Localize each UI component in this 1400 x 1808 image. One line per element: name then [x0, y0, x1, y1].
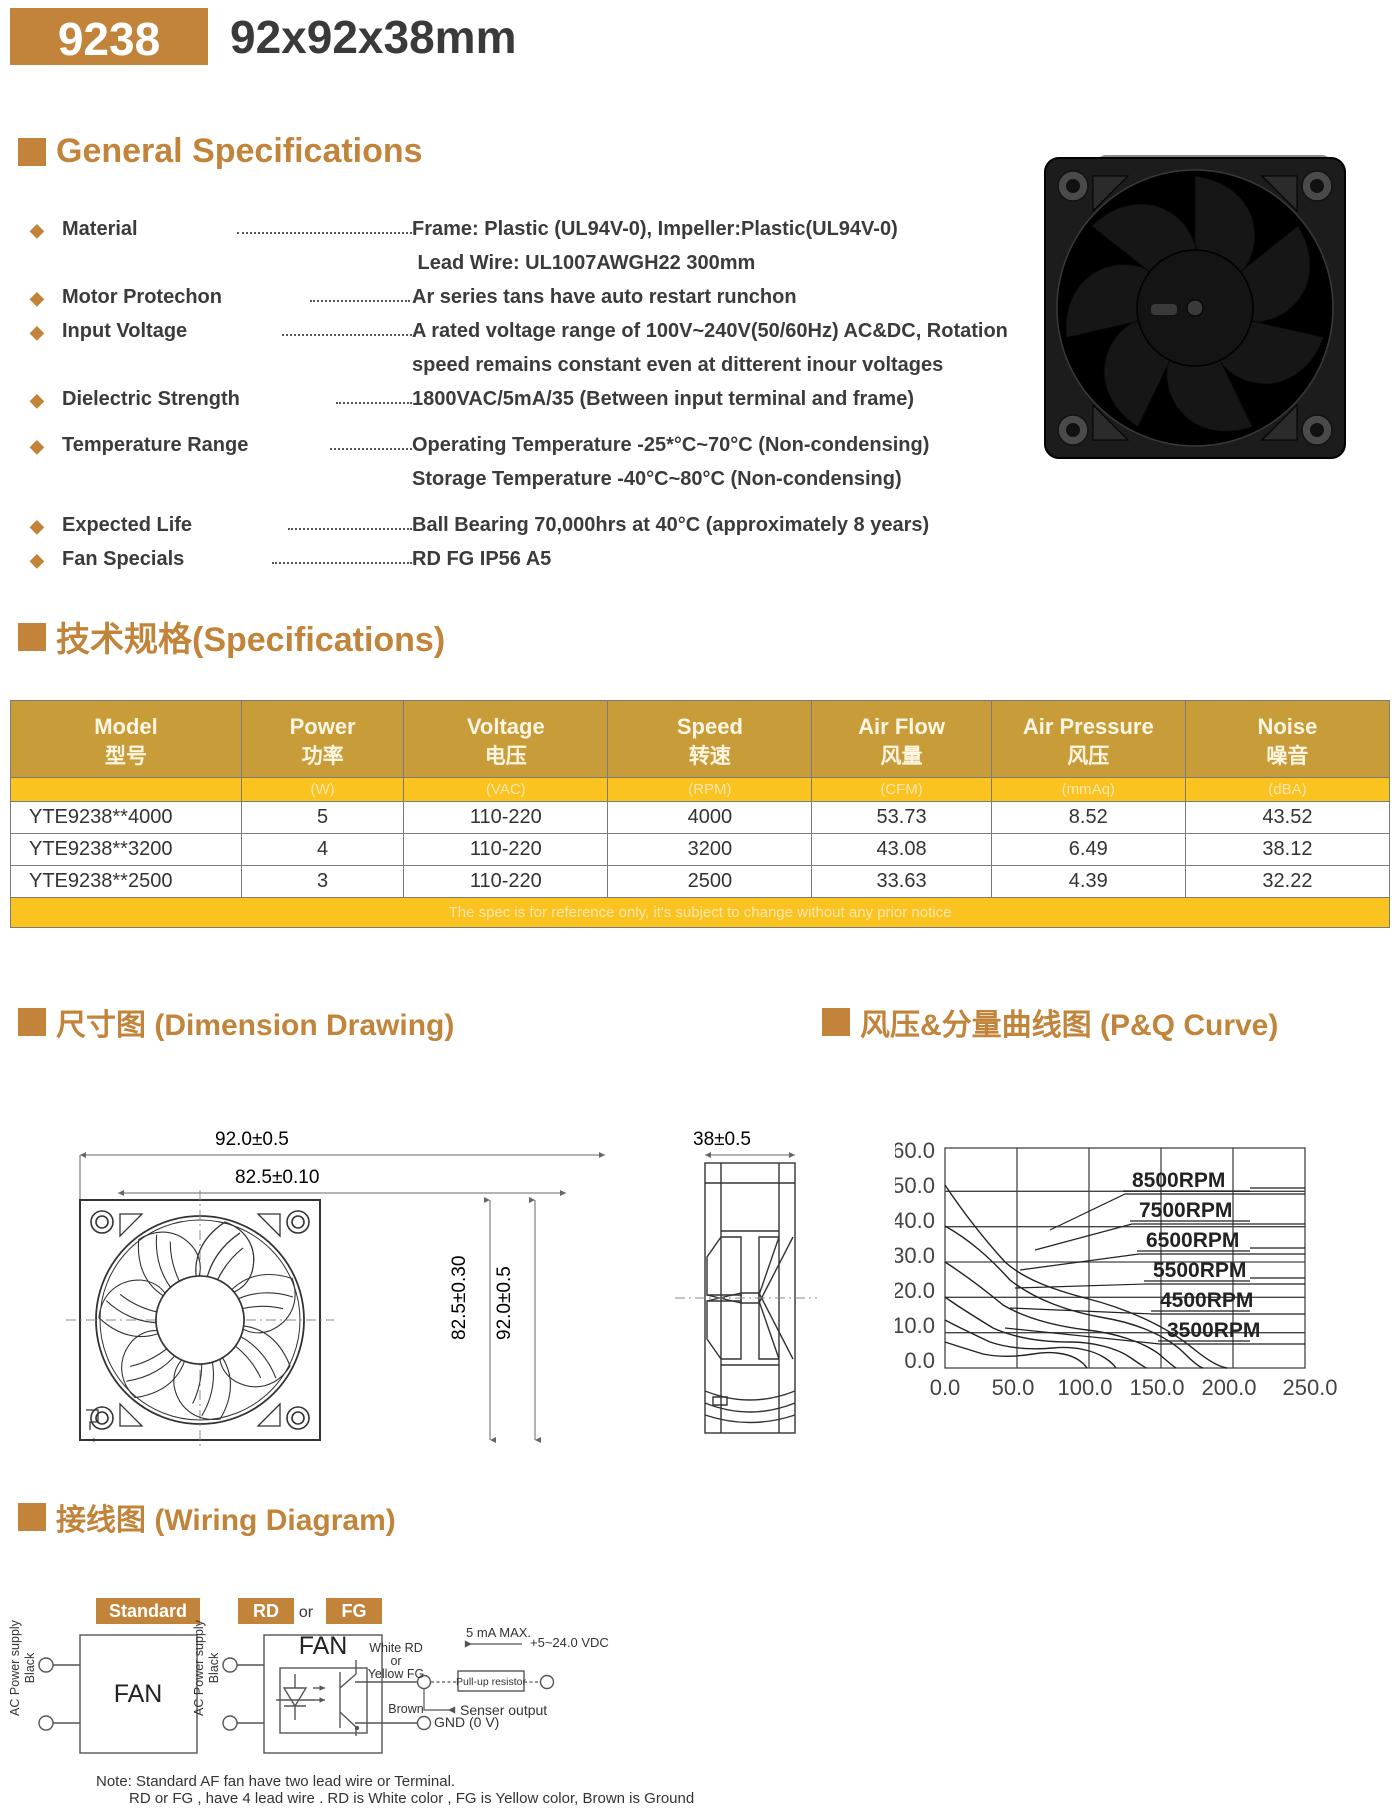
svg-text:FAN: FAN: [299, 1632, 348, 1660]
svg-text:Black: Black: [207, 1652, 221, 1683]
svg-text:82.5±0.10: 82.5±0.10: [235, 1167, 319, 1188]
svg-text:0.0: 0.0: [904, 1348, 935, 1373]
svg-text:White RD: White RD: [369, 1641, 422, 1655]
svg-text:AC Power supply: AC Power supply: [8, 1619, 22, 1716]
svg-text:150.0: 150.0: [1129, 1375, 1184, 1400]
svg-text:Brown: Brown: [388, 1702, 423, 1716]
svg-text:AC Power supply: AC Power supply: [192, 1619, 206, 1716]
svg-text:Standard: Standard: [109, 1601, 187, 1621]
svg-text:7500RPM: 7500RPM: [1139, 1199, 1232, 1222]
svg-text:GND (0 V): GND (0 V): [434, 1714, 499, 1730]
svg-text:or: or: [390, 1654, 401, 1668]
svg-text:8500RPM: 8500RPM: [1132, 1169, 1225, 1192]
svg-text:5 mA MAX.: 5 mA MAX.: [466, 1625, 531, 1640]
svg-text:92.0±0.5: 92.0±0.5: [215, 1129, 289, 1150]
svg-text:6500RPM: 6500RPM: [1146, 1229, 1239, 1252]
svg-text:200.0: 200.0: [1201, 1375, 1256, 1400]
svg-text:Black: Black: [23, 1652, 37, 1683]
svg-text:50.0: 50.0: [895, 1173, 935, 1198]
svg-text:FG: FG: [342, 1601, 367, 1621]
svg-text:92.0±0.5: 92.0±0.5: [494, 1266, 515, 1340]
svg-text:5500RPM: 5500RPM: [1153, 1259, 1246, 1282]
svg-text:FAN: FAN: [114, 1680, 163, 1708]
svg-text:60.0: 60.0: [895, 1140, 935, 1163]
svg-text:40.0: 40.0: [895, 1208, 935, 1233]
svg-text:3500RPM: 3500RPM: [1167, 1319, 1260, 1342]
svg-text:30.0: 30.0: [895, 1243, 935, 1268]
svg-text:RD: RD: [253, 1601, 279, 1621]
svg-text:10.0: 10.0: [895, 1313, 935, 1338]
svg-text:Yellow FG: Yellow FG: [368, 1667, 425, 1681]
svg-text:RD or FG , have 4 lead wire .: RD or FG , have 4 lead wire . RD is Whit…: [129, 1790, 694, 1807]
svg-text:Note: Standard AF fan have two: Note: Standard AF fan have two lead wire…: [96, 1773, 455, 1790]
svg-text:20.0: 20.0: [895, 1278, 935, 1303]
svg-text:or: or: [299, 1604, 314, 1621]
svg-text:100.0: 100.0: [1057, 1375, 1112, 1400]
svg-text:82.5±0.30: 82.5±0.30: [449, 1256, 470, 1340]
svg-text:Pull-up resistor: Pull-up resistor: [456, 1676, 527, 1688]
svg-text:38±0.5: 38±0.5: [693, 1129, 751, 1150]
svg-text:250.0: 250.0: [1282, 1375, 1337, 1400]
svg-text:50.0: 50.0: [992, 1375, 1035, 1400]
svg-text:+5~24.0 VDC: +5~24.0 VDC: [530, 1635, 609, 1650]
svg-text:4500RPM: 4500RPM: [1160, 1289, 1253, 1312]
svg-text:0.0: 0.0: [930, 1375, 961, 1400]
